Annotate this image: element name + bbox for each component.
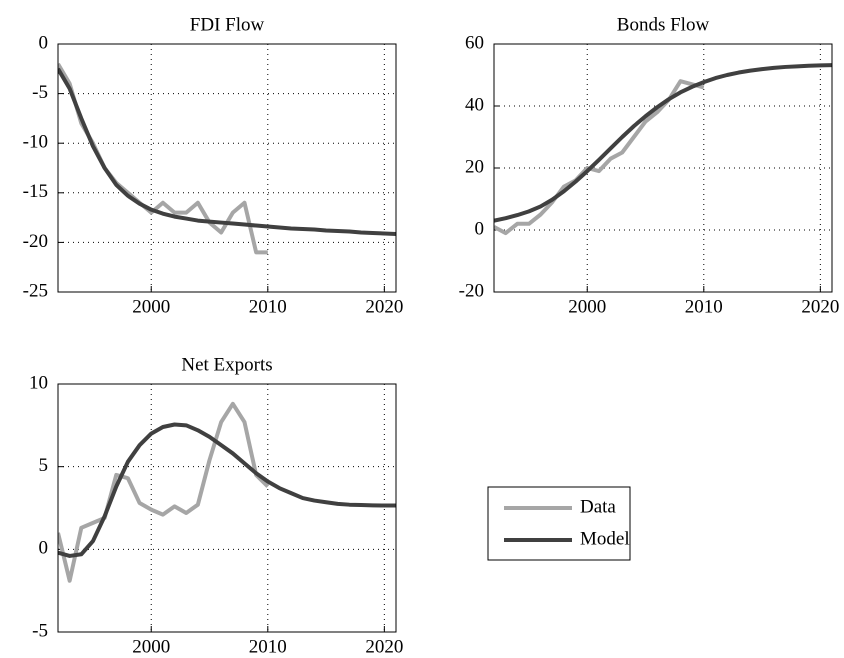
plot-area: [58, 384, 396, 632]
chart-title: Bonds Flow: [617, 14, 710, 35]
y-tick-label: 5: [39, 455, 49, 476]
series-line: [494, 63, 832, 223]
x-tick-label: 2010: [249, 296, 287, 317]
y-tick-label: -10: [23, 132, 48, 153]
x-tick-label: 2000: [132, 636, 170, 657]
x-tick-label: 2020: [801, 296, 839, 317]
y-tick-label: 10: [29, 372, 48, 393]
series-line: [58, 422, 396, 558]
chart-title: Net Exports: [181, 354, 272, 375]
series-line: [58, 401, 270, 583]
x-tick-label: 2020: [365, 636, 403, 657]
y-tick-label: 20: [465, 156, 484, 177]
plot-area: [494, 44, 832, 292]
y-tick-label: -20: [459, 280, 484, 301]
y-tick-label: 40: [465, 94, 484, 115]
y-tick-label: 0: [475, 218, 485, 239]
plot-frame: [57, 43, 397, 293]
plot-area: [58, 44, 396, 292]
x-tick-label: 2010: [685, 296, 723, 317]
legend-box: [487, 486, 631, 561]
y-tick-label: -5: [32, 620, 48, 641]
plot-frame: [493, 43, 833, 293]
x-tick-label: 2000: [568, 296, 606, 317]
y-tick-label: -5: [32, 82, 48, 103]
y-tick-label: -25: [23, 280, 48, 301]
x-tick-label: 2010: [249, 636, 287, 657]
legend-label: Data: [580, 496, 616, 517]
y-tick-label: 0: [39, 32, 49, 53]
x-tick-label: 2000: [132, 296, 170, 317]
y-tick-label: -15: [23, 181, 48, 202]
x-tick-label: 2020: [365, 296, 403, 317]
y-tick-label: -20: [23, 231, 48, 252]
plot-frame: [57, 383, 397, 633]
series-line: [58, 67, 396, 236]
legend-label: Model: [580, 528, 630, 549]
y-tick-label: 60: [465, 32, 484, 53]
chart-title: FDI Flow: [190, 14, 265, 35]
y-tick-label: 0: [39, 538, 49, 559]
